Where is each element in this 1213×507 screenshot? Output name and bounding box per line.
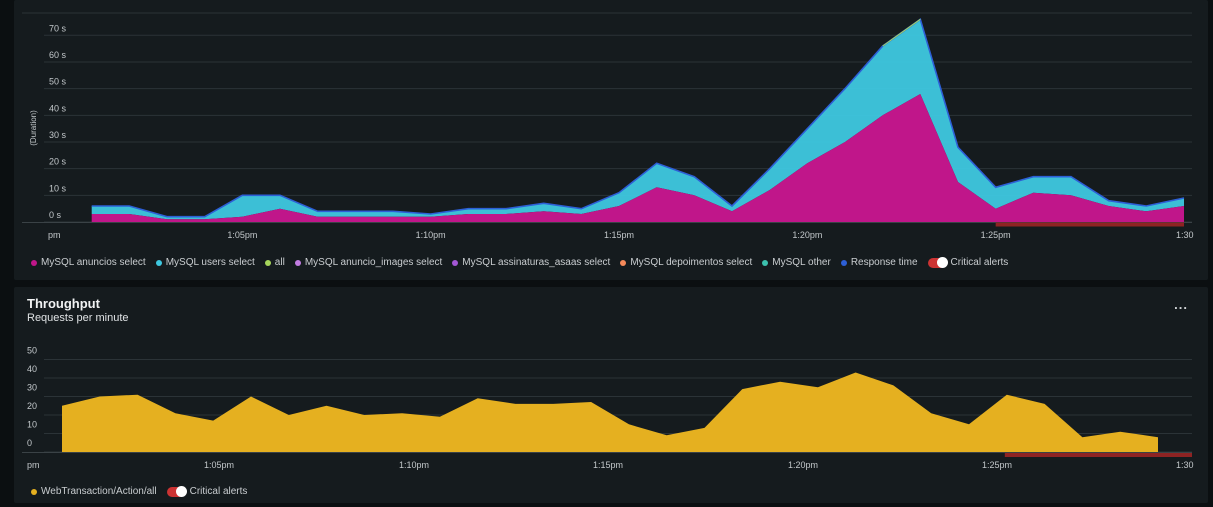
x-tick-label: 1:10pm: [399, 460, 429, 470]
y-tick-label: 60 s: [49, 50, 67, 60]
y-tick-label: 0: [27, 438, 32, 448]
x-tick-label: 1:10pm: [416, 230, 446, 240]
legend-swatch: [452, 259, 459, 266]
critical-alerts-toggle[interactable]: [927, 256, 948, 268]
series-area-mysql-anuncios-select: [91, 94, 1185, 222]
x-tick-label: 1:15pm: [604, 230, 634, 240]
panel-title: Throughput: [27, 296, 100, 311]
panel-subtitle: Requests per minute: [27, 312, 129, 324]
x-tick-label: 1:20pm: [788, 460, 818, 470]
legend-swatch: [840, 259, 847, 266]
y-tick-label: 20: [27, 401, 37, 411]
legend-swatch: [31, 259, 37, 266]
throughput-panel: Throughput Requests per minute ... 0 10 20…: [14, 287, 1208, 503]
x-tick-label: 1:05pm: [204, 460, 234, 470]
legend-label: Response time: [850, 257, 918, 268]
legend-item-response-time[interactable]: Response time: [840, 257, 918, 268]
toggle-knob: [936, 256, 948, 268]
critical-alerts-label: Critical alerts: [950, 257, 1009, 268]
legend-item-mysql-anuncio-images-select[interactable]: MySQL anuncio_images select: [294, 257, 443, 268]
legend-swatch: [620, 259, 627, 266]
series-line-response-time: [91, 17, 1185, 218]
y-tick-label: 40: [27, 364, 37, 374]
series-line-all: [882, 18, 921, 47]
x-tick-label: pm: [48, 230, 61, 240]
x-tick-label: 1:25pm: [981, 230, 1011, 240]
y-tick-label: 20 s: [49, 157, 67, 167]
legend-label: MySQL anuncio_images select: [304, 257, 443, 268]
legend-swatch: [294, 259, 301, 266]
legend-swatch: [31, 488, 37, 495]
y-tick-label: 30 s: [49, 130, 67, 140]
legend-swatch: [264, 259, 271, 266]
y-tick-label: 30: [27, 383, 37, 393]
y-tick-label: 10 s: [49, 183, 67, 193]
legend-item-all[interactable]: all: [264, 257, 285, 268]
legend-label: WebTransaction/Action/all: [41, 486, 157, 497]
y-tick-label: 40 s: [49, 103, 67, 113]
series-area-mysql-users-select: [91, 19, 1185, 220]
legend-label: MySQL other: [772, 257, 831, 268]
legend-swatch: [155, 259, 162, 266]
legend-label: MySQL assinaturas_asaas select: [462, 257, 611, 268]
critical-alert-bar: [995, 222, 1184, 227]
legend-item-webtransaction-action-all[interactable]: WebTransaction/Action/all: [31, 486, 157, 497]
legend-label: MySQL users select: [165, 257, 255, 268]
legend-label: all: [274, 257, 285, 268]
x-tick-label: 1:25pm: [982, 460, 1012, 470]
legend-item-mysql-assinaturas-asaas-select[interactable]: MySQL assinaturas_asaas select: [452, 257, 610, 268]
toggle-knob: [175, 485, 187, 497]
duration-panel: 0 s 10 s 20 s 30 s 40 s 50 s 60 s 70 s (Duration…: [14, 0, 1208, 280]
legend-item-mysql-other[interactable]: MySQL other: [762, 257, 831, 268]
throughput-legend: WebTransaction/Action/all Critical alerts: [31, 485, 257, 497]
legend-label: MySQL depoimentos select: [630, 257, 753, 268]
critical-alerts-label: Critical alerts: [189, 486, 248, 497]
critical-alerts-toggle-item[interactable]: Critical alerts: [166, 485, 248, 497]
more-options-button[interactable]: ...: [1174, 297, 1188, 312]
y-tick-label: 50 s: [49, 77, 67, 87]
x-tick-label: 1:20pm: [792, 230, 822, 240]
legend-label: MySQL anuncios select: [41, 257, 146, 268]
y-tick-label: 0 s: [49, 210, 62, 220]
x-tick-label: pm: [27, 460, 40, 470]
throughput-chart[interactable]: 0 10 20 30 40 50 pm 1:05pm 1:10pm 1:15pm 1:20pm 1:2…: [14, 287, 1208, 477]
x-tick-label: 1:30: [1176, 460, 1194, 470]
critical-alerts-toggle[interactable]: [166, 485, 187, 497]
x-tick-label: 1:05pm: [227, 230, 257, 240]
critical-alert-bar: [1004, 453, 1192, 457]
legend-swatch: [762, 259, 769, 266]
duration-legend: MySQL anuncios select MySQL users select a…: [31, 256, 1018, 268]
duration-chart[interactable]: 0 s 10 s 20 s 30 s 40 s 50 s 60 s 70 s (Duration…: [14, 0, 1208, 250]
x-tick-label: 1:15pm: [593, 460, 623, 470]
y-tick-label: 70 s: [49, 23, 67, 33]
y-tick-label: 10: [27, 420, 37, 430]
y-axis-title: (Duration): [29, 110, 38, 146]
series-area-webtransaction-action-all: [62, 372, 1158, 452]
legend-item-mysql-anuncios-select[interactable]: MySQL anuncios select: [31, 257, 146, 268]
y-tick-label: 50: [27, 346, 37, 356]
critical-alerts-toggle-item[interactable]: Critical alerts: [927, 256, 1009, 268]
x-tick-label: 1:30: [1176, 230, 1194, 240]
legend-item-mysql-depoimentos-select[interactable]: MySQL depoimentos select: [620, 257, 752, 268]
legend-item-mysql-users-select[interactable]: MySQL users select: [155, 257, 255, 268]
